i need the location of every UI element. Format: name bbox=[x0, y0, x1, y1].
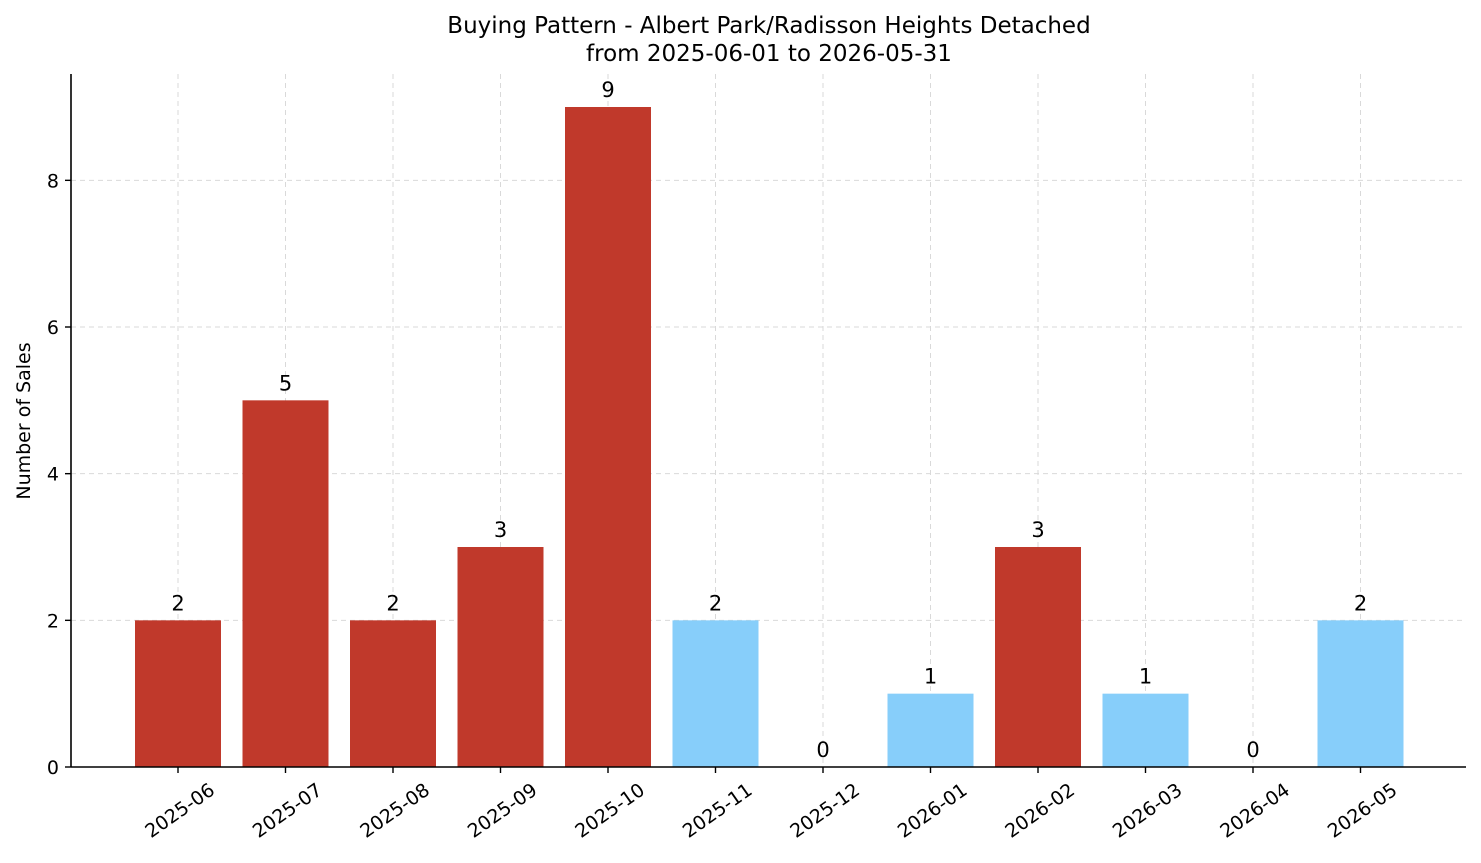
data-label-2026-01: 1 bbox=[924, 665, 937, 689]
y-tick-label: 0 bbox=[47, 757, 59, 779]
data-label-2025-07: 5 bbox=[279, 371, 292, 395]
data-label-2025-06: 2 bbox=[171, 591, 184, 615]
bar-2025-11 bbox=[672, 620, 759, 767]
bar-2025-10 bbox=[565, 107, 651, 767]
bar-2025-09 bbox=[457, 547, 544, 767]
x-tick-label: 2026-03 bbox=[1109, 779, 1187, 843]
bar-2026-01 bbox=[887, 693, 974, 767]
x-tick-label: 2026-02 bbox=[1001, 779, 1079, 843]
bars bbox=[135, 107, 1404, 767]
bar-2025-06 bbox=[135, 620, 221, 767]
data-labels: 2 5 2 3 9 2 0 1 3 1 0 2 bbox=[171, 78, 1367, 762]
y-tick-label: 2 bbox=[47, 610, 59, 632]
data-label-2026-05: 2 bbox=[1354, 591, 1367, 615]
x-tick-label: 2025-12 bbox=[786, 779, 864, 843]
data-label-2025-08: 2 bbox=[386, 591, 399, 615]
y-tick-label: 4 bbox=[47, 464, 59, 486]
x-tick-label: 2025-10 bbox=[571, 779, 649, 843]
x-tick-label: 2025-06 bbox=[141, 779, 219, 843]
data-label-2025-11: 2 bbox=[709, 591, 722, 615]
x-tick-label: 2026-01 bbox=[894, 779, 972, 843]
bar-2026-05 bbox=[1317, 620, 1404, 767]
bar-2026-03 bbox=[1102, 693, 1189, 767]
x-tick-label: 2025-08 bbox=[356, 779, 434, 843]
data-label-2025-09: 3 bbox=[494, 518, 507, 542]
x-tick-label: 2025-11 bbox=[679, 779, 757, 843]
data-label-2025-10: 9 bbox=[601, 78, 614, 102]
bar-2026-02 bbox=[995, 547, 1081, 767]
y-tick-label: 8 bbox=[47, 170, 59, 192]
x-tick-label: 2025-07 bbox=[249, 779, 327, 843]
data-label-2026-03: 1 bbox=[1139, 665, 1152, 689]
data-label-2026-04: 0 bbox=[1246, 738, 1259, 762]
data-label-2026-02: 3 bbox=[1031, 518, 1044, 542]
chart-title: Buying Pattern - Albert Park/Radisson He… bbox=[447, 13, 1090, 39]
x-tick-label: 2025-09 bbox=[464, 779, 542, 843]
chart-subtitle: from 2025-06-01 to 2026-05-31 bbox=[586, 41, 952, 67]
y-axis-label: Number of Sales bbox=[13, 342, 35, 499]
data-label-2025-12: 0 bbox=[816, 738, 829, 762]
bar-2025-08 bbox=[350, 620, 436, 767]
bar-2025-07 bbox=[242, 400, 329, 767]
x-tick-label: 2026-05 bbox=[1324, 779, 1402, 843]
y-tick-label: 6 bbox=[47, 317, 59, 339]
x-tick-label: 2026-04 bbox=[1216, 779, 1294, 843]
